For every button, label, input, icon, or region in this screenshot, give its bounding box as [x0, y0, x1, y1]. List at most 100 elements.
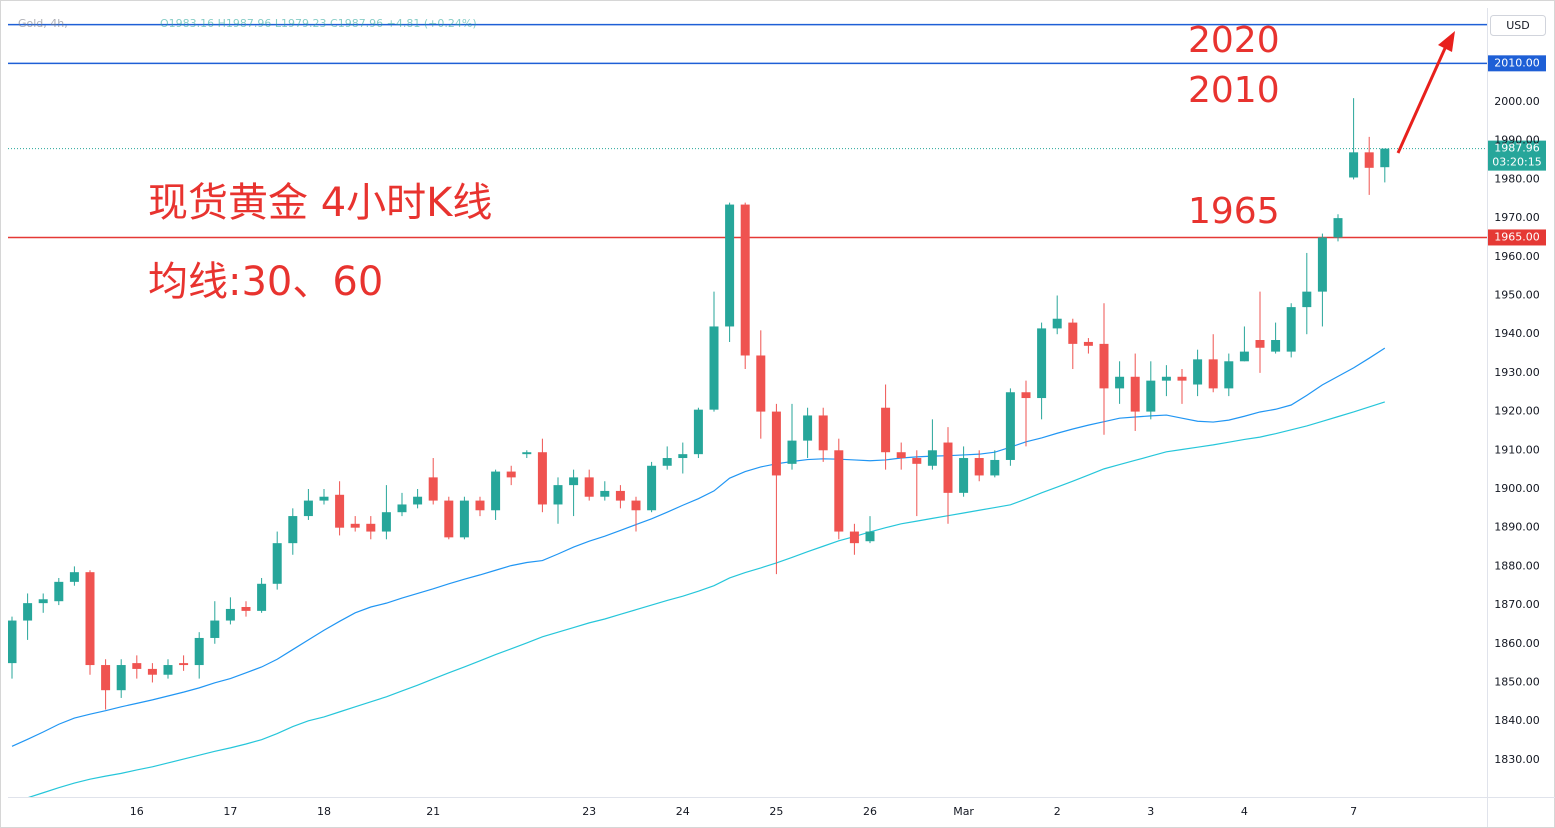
y-tick-label: 1910.00	[1494, 443, 1540, 456]
candle-body	[1349, 152, 1359, 178]
x-tick-label: 17	[223, 805, 237, 818]
candle-body	[1021, 392, 1031, 399]
candle-body	[537, 452, 547, 505]
y-tick-label: 1980.00	[1494, 172, 1540, 185]
currency[interactable]: USD	[1506, 19, 1530, 32]
y-tick-label: 1990.00	[1494, 134, 1540, 147]
candle-body	[1068, 322, 1078, 344]
x-tick-label: 7	[1350, 805, 1357, 818]
annotation-level: 2010	[1188, 70, 1280, 111]
candle-body	[397, 504, 407, 513]
y-tick-label: 2000.00	[1494, 95, 1540, 108]
x-tick-label: 18	[317, 805, 331, 818]
y-tick-label: 1840.00	[1494, 714, 1540, 727]
candle-body	[522, 452, 532, 455]
candle-body	[1130, 376, 1140, 412]
candle-body	[974, 458, 984, 476]
candle-body	[1005, 392, 1015, 460]
y-tick-label: 1860.00	[1494, 637, 1540, 650]
candle-body	[865, 531, 875, 542]
candle-body	[693, 409, 703, 455]
candle-body	[319, 496, 329, 501]
candle-body	[1333, 218, 1343, 238]
y-tick-label: 1870.00	[1494, 598, 1540, 611]
candle-body	[147, 668, 157, 675]
candle-body	[272, 543, 282, 584]
candle-body	[1224, 361, 1234, 389]
candle-body	[553, 485, 563, 505]
candle-body	[210, 620, 220, 638]
candle-body	[8, 620, 17, 664]
candle-body	[1083, 341, 1093, 346]
x-tick-label: Mar	[953, 805, 974, 818]
y-tick-label: 1970.00	[1494, 211, 1540, 224]
x-tick-label: 16	[130, 805, 144, 818]
candle-body	[834, 450, 844, 532]
x-tick-label: 25	[769, 805, 783, 818]
candle-body	[85, 572, 95, 666]
annotation-level: 1965	[1188, 191, 1280, 232]
candle-body	[288, 516, 298, 544]
candle-body	[366, 523, 376, 532]
price-label-box	[1488, 55, 1546, 72]
candle-body	[1317, 237, 1327, 292]
y-tick-label: 1850.00	[1494, 675, 1540, 688]
candle-body	[1239, 351, 1249, 362]
candle-body	[1208, 359, 1218, 389]
candle-body	[194, 637, 204, 666]
candle-body	[413, 496, 423, 505]
candle-body	[1146, 380, 1156, 412]
candle-body	[225, 608, 235, 621]
x-tick-label: 4	[1241, 805, 1248, 818]
candle-body	[647, 465, 657, 511]
candle-body	[959, 458, 969, 493]
x-tick-label: 26	[863, 805, 877, 818]
y-tick-label: 1890.00	[1494, 521, 1540, 534]
candle-body	[600, 490, 610, 497]
x-tick-label: 23	[582, 805, 596, 818]
candle-body	[54, 581, 64, 602]
candle-body	[506, 471, 516, 478]
arrow	[1396, 45, 1448, 154]
moving-average	[28, 401, 1385, 797]
candle-body	[1193, 359, 1203, 385]
candle-body	[849, 531, 859, 544]
price-countdown: 03:20:15	[1492, 156, 1541, 169]
candle-body	[303, 500, 313, 517]
candle-body	[1115, 376, 1125, 389]
currency-button[interactable]	[1490, 15, 1546, 36]
candle-body	[1255, 340, 1265, 348]
candle-body	[163, 665, 173, 675]
price-label: 1987.96	[1494, 142, 1540, 155]
candle-body	[756, 355, 766, 412]
annotation-ma: 均线:30、60	[148, 259, 383, 305]
candle-body	[475, 500, 485, 511]
candle-body	[132, 663, 142, 669]
candle-body	[350, 523, 360, 528]
candle-body	[818, 415, 828, 451]
candle-body	[881, 407, 891, 453]
candle-body	[1161, 376, 1171, 381]
y-tick-label: 1960.00	[1494, 250, 1540, 263]
candle-body	[1364, 152, 1374, 168]
candle-body	[662, 458, 672, 466]
price-label-box	[1488, 140, 1546, 171]
symbol: Gold, 4h,	[18, 17, 68, 30]
price-label: 1965.00	[1494, 230, 1540, 243]
candle-body	[491, 471, 501, 511]
candle-body	[23, 603, 33, 621]
candle-body	[927, 450, 937, 466]
candle-body	[943, 442, 953, 493]
price-label-box	[1488, 229, 1546, 246]
candle-body	[1271, 340, 1281, 352]
candle-body	[771, 411, 781, 476]
candle-body	[179, 663, 189, 666]
candle-body	[584, 477, 594, 497]
y-tick-label: 1920.00	[1494, 405, 1540, 418]
candle-body	[1380, 148, 1390, 168]
candle-body	[725, 204, 735, 327]
candle-body	[1052, 318, 1062, 329]
candle-body	[101, 665, 111, 691]
x-tick-label: 3	[1147, 805, 1154, 818]
